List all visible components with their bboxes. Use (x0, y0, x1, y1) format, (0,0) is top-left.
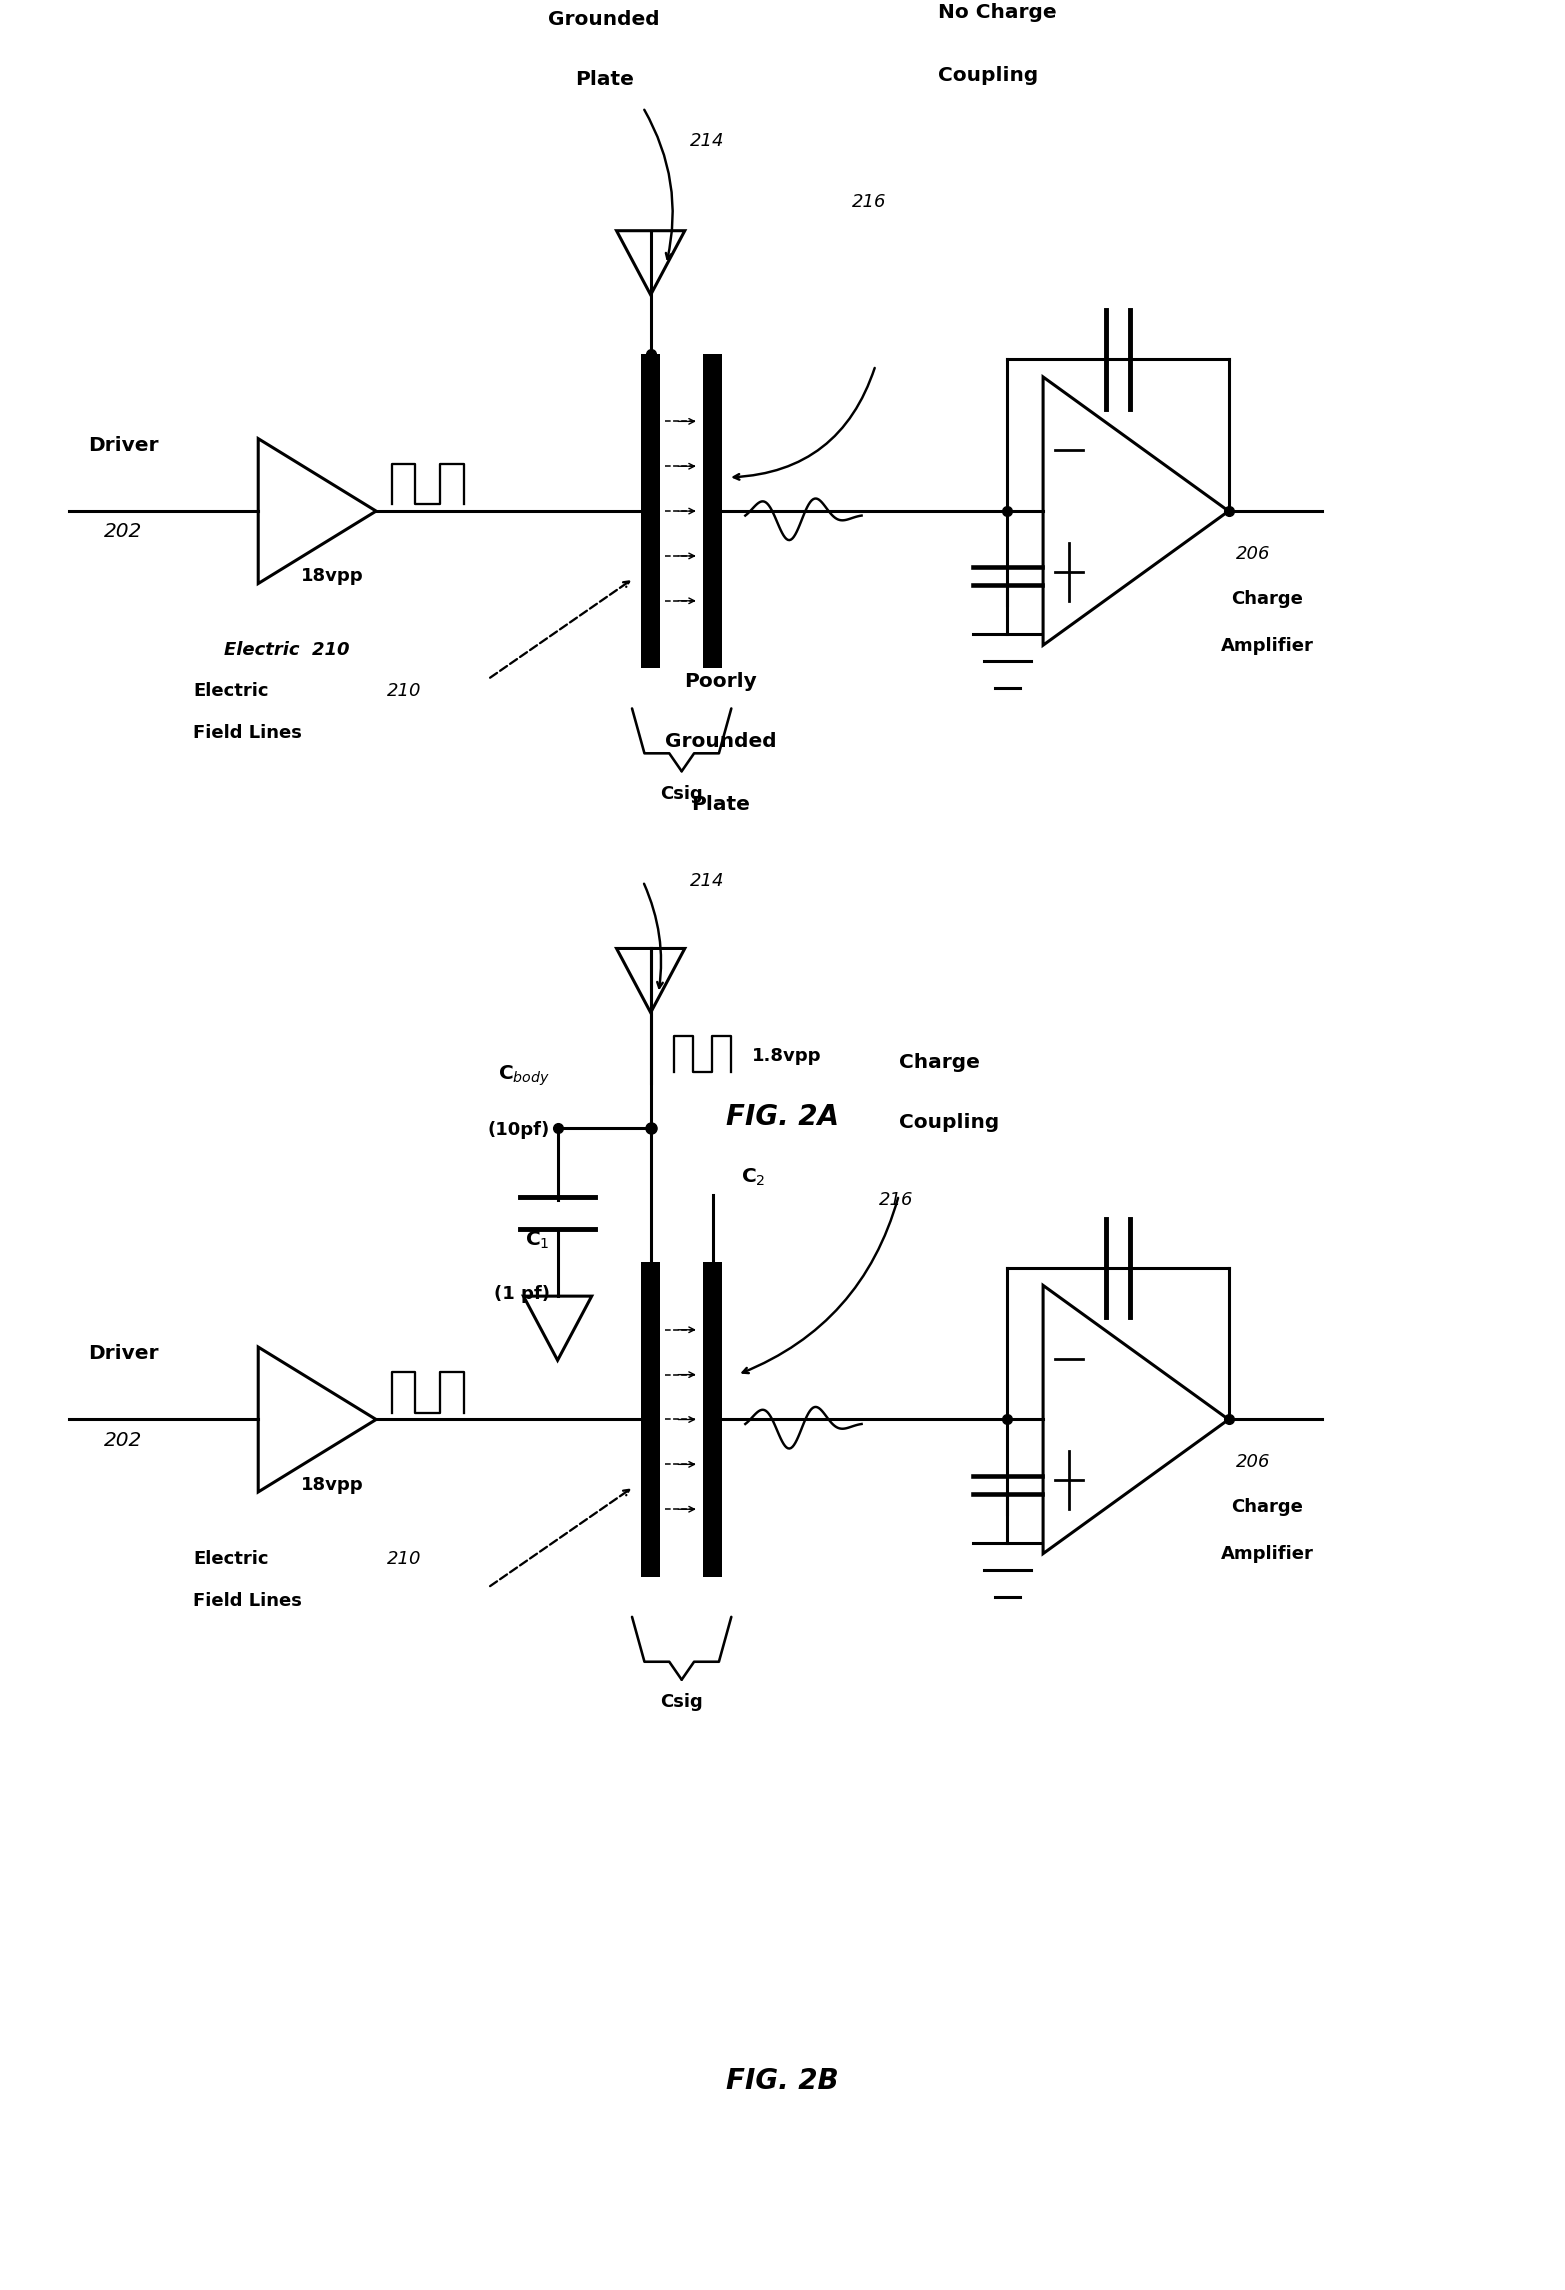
Text: Grounded: Grounded (548, 9, 660, 30)
Text: Electric: Electric (192, 1550, 269, 1569)
Text: 210: 210 (387, 1550, 421, 1569)
Text: 214: 214 (690, 133, 725, 149)
Text: C$_2$: C$_2$ (740, 1166, 765, 1189)
Text: Electric  210: Electric 210 (224, 641, 349, 660)
Text: Coupling: Coupling (898, 1113, 998, 1131)
Text: Csig: Csig (660, 1692, 703, 1711)
Text: Charge: Charge (1232, 589, 1304, 607)
Bar (703, 1262, 721, 1576)
Text: Plate: Plate (692, 795, 750, 813)
Bar (642, 1262, 660, 1576)
Text: No Charge: No Charge (937, 2, 1056, 23)
Text: 202: 202 (105, 522, 142, 540)
Text: C$_{body}$: C$_{body}$ (498, 1063, 549, 1088)
Text: 202: 202 (105, 1431, 142, 1450)
Text: Charge: Charge (898, 1053, 980, 1072)
Text: Amplifier: Amplifier (1221, 1546, 1313, 1564)
Text: Grounded: Grounded (665, 733, 776, 751)
Bar (703, 355, 721, 669)
Text: Electric: Electric (192, 682, 269, 698)
Text: 210: 210 (387, 682, 421, 698)
Text: Charge: Charge (1232, 1498, 1304, 1516)
Text: 18vpp: 18vpp (302, 568, 365, 586)
Text: 1.8vpp: 1.8vpp (751, 1047, 822, 1065)
Bar (642, 355, 660, 669)
Text: Field Lines: Field Lines (192, 1592, 302, 1610)
Text: 216: 216 (853, 192, 887, 211)
Text: C$_1$: C$_1$ (526, 1230, 549, 1250)
Text: Csig: Csig (660, 785, 703, 804)
Text: Coupling: Coupling (937, 66, 1038, 85)
Text: Driver: Driver (88, 435, 158, 456)
Text: Driver: Driver (88, 1344, 158, 1363)
Text: Field Lines: Field Lines (192, 724, 302, 742)
Text: FIG. 2B: FIG. 2B (726, 2068, 839, 2095)
Text: Amplifier: Amplifier (1221, 637, 1313, 655)
Text: 18vpp: 18vpp (302, 1475, 365, 1493)
Text: 216: 216 (878, 1191, 912, 1209)
Text: (1 pf): (1 pf) (495, 1285, 549, 1303)
Text: Poorly: Poorly (684, 671, 757, 692)
Text: 214: 214 (690, 872, 725, 891)
Text: 206: 206 (1236, 1454, 1271, 1470)
Text: FIG. 2A: FIG. 2A (726, 1104, 839, 1131)
Text: (10pf): (10pf) (488, 1122, 549, 1138)
Text: 206: 206 (1236, 545, 1271, 563)
Text: Plate: Plate (574, 71, 634, 89)
